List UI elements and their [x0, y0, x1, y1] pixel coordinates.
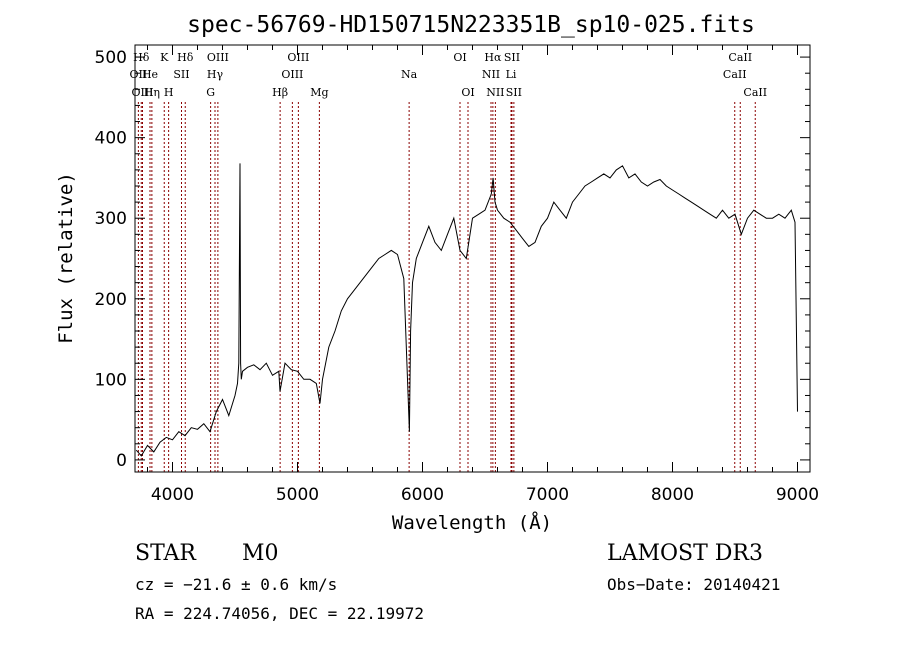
spectrum-line — [135, 163, 798, 457]
spectral-line-markers — [137, 102, 756, 472]
spectral-line-label: SII — [506, 86, 522, 99]
spectral-line-label: G — [206, 86, 215, 99]
coordinates-readout: RA = 224.74056, DEC = 22.19972 — [135, 604, 424, 623]
spectral-line-label: CaII — [743, 86, 767, 99]
x-tick-label: 8000 — [651, 485, 694, 505]
spectral-line-label: CaII — [728, 51, 752, 64]
spectral-line-label: K — [160, 51, 169, 64]
spectral-line-labels: HδOIIOIIIHeHηKHSIIHδGOIIIHγHβOIIIOIIIMgN… — [130, 51, 768, 99]
spectral-line-label: Hγ — [207, 68, 224, 81]
plot-frame — [134, 44, 811, 473]
y-tick-label: 0 — [116, 451, 127, 471]
chart-title: spec-56769-HD150715N223351B_sp10-025.fit… — [187, 12, 755, 38]
spectral-line-label: CaII — [723, 68, 747, 81]
object-subclass: M0 — [242, 541, 279, 566]
spectral-line-label: H — [164, 86, 174, 99]
spectral-line-label: Hδ — [177, 51, 194, 64]
spectral-line-label: SII — [173, 68, 189, 81]
spectral-line-label: OIII — [287, 51, 309, 64]
object-class: STAR — [135, 541, 197, 566]
y-tick-label: 200 — [95, 290, 127, 310]
spectral-line-label: OIII — [281, 68, 303, 81]
y-axis-ticks: 0 100 200 300 400 500 — [95, 48, 810, 471]
y-axis-label: Flux (relative) — [55, 172, 77, 344]
x-axis-label: Wavelength (Å) — [392, 511, 552, 534]
spectral-line-label: Li — [506, 68, 517, 81]
x-tick-label: 4000 — [151, 485, 194, 505]
x-tick-label: 7000 — [526, 485, 569, 505]
y-tick-label: 500 — [95, 48, 127, 68]
spectral-line-label: OI — [453, 51, 466, 64]
spectral-line-label: Na — [401, 68, 418, 81]
redshift-readout: cz = −21.6 ± 0.6 km/s — [135, 575, 337, 594]
spectral-line-label: NII — [486, 86, 504, 99]
spectral-line-label: He — [142, 68, 158, 81]
spectral-line-label: NII — [482, 68, 500, 81]
spectral-line-label: Mg — [310, 86, 328, 99]
spectral-line-label: Hη — [144, 86, 160, 99]
spectral-line-label: Hβ — [272, 86, 288, 99]
spectral-line-label: OIII — [207, 51, 229, 64]
survey-label: LAMOST DR3 — [607, 541, 763, 566]
spectral-line-label: OI — [461, 86, 474, 99]
y-tick-label: 100 — [95, 370, 127, 390]
y-tick-label: 300 — [95, 209, 127, 229]
spectrum-series — [135, 163, 798, 457]
x-tick-label: 5000 — [276, 485, 319, 505]
spectral-line-label: SII — [504, 51, 520, 64]
y-tick-label: 400 — [95, 129, 127, 149]
spectral-line-label: Hα — [484, 51, 502, 64]
x-axis-ticks: 4000 5000 6000 7000 8000 9000 — [147, 45, 819, 505]
observation-date: Obs−Date: 20140421 — [607, 575, 780, 594]
spectral-line-label: OII — [130, 68, 148, 81]
x-tick-label: 9000 — [776, 485, 819, 505]
x-tick-label: 6000 — [401, 485, 444, 505]
